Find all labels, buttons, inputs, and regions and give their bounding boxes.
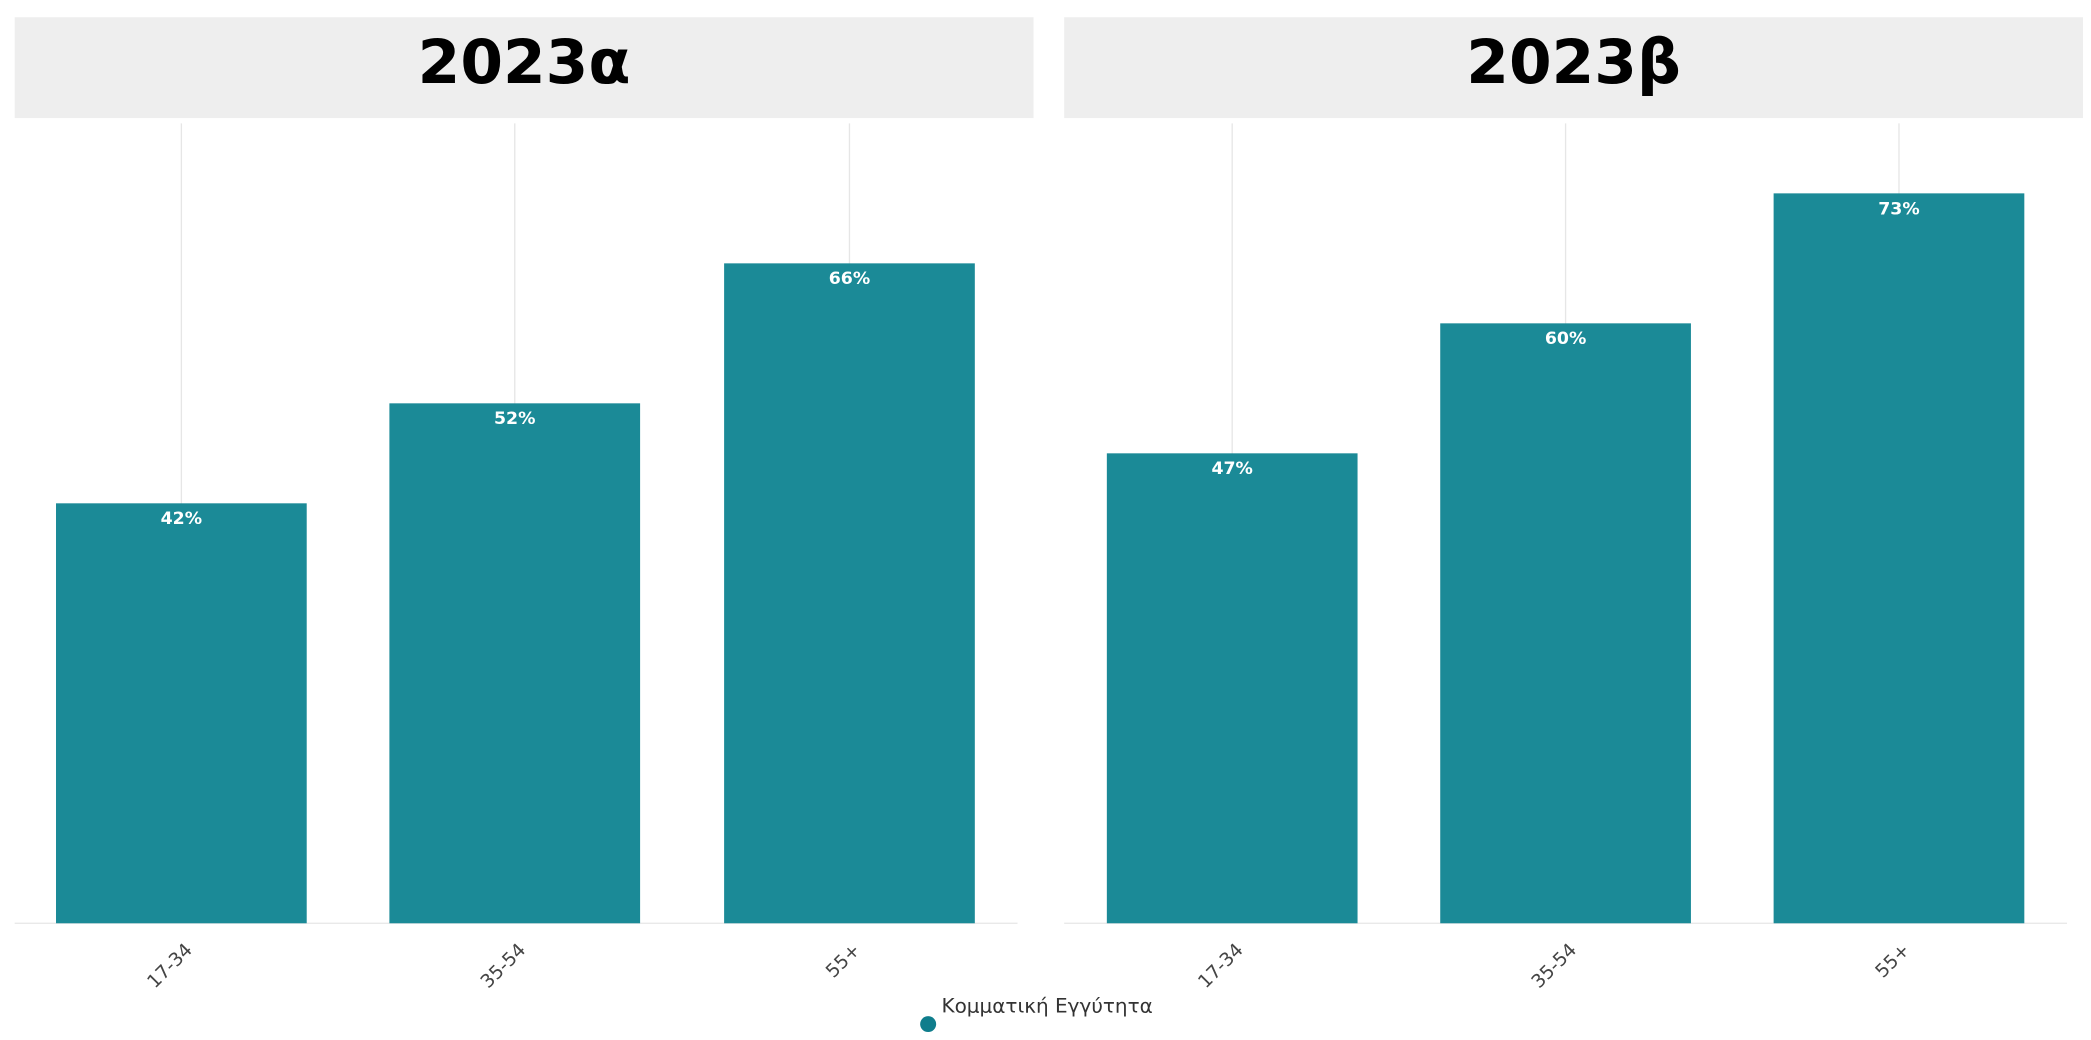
chart-title: 2023α: [418, 27, 631, 98]
bar: [1773, 193, 2025, 924]
legend-label: Κομματική Εγγύτητα: [941, 993, 1152, 1017]
value-label: 52%: [494, 409, 535, 429]
x-tick-label: 17-34: [144, 940, 197, 993]
bar: [1106, 453, 1358, 924]
bar: [389, 403, 641, 924]
bar: [724, 263, 975, 924]
facet-header: [14, 17, 1034, 119]
x-tick-label: 55+: [822, 940, 865, 983]
x-tick-label: 17-34: [1194, 940, 1247, 993]
value-label: 47%: [1211, 459, 1252, 479]
x-tick-label: 35-54: [1528, 940, 1581, 993]
facet-header: [1064, 17, 2083, 119]
legend-marker: [920, 1016, 937, 1033]
bar: [56, 503, 307, 924]
value-label: 60%: [1545, 329, 1586, 349]
value-label: 42%: [161, 509, 202, 529]
x-tick-label: 35-54: [477, 940, 530, 993]
value-label: 66%: [829, 269, 870, 289]
x-tick-label: 55+: [1872, 940, 1915, 983]
chart-title: 2023β: [1466, 27, 1681, 98]
value-label: 73%: [1878, 199, 1919, 219]
bar: [1440, 323, 1691, 924]
